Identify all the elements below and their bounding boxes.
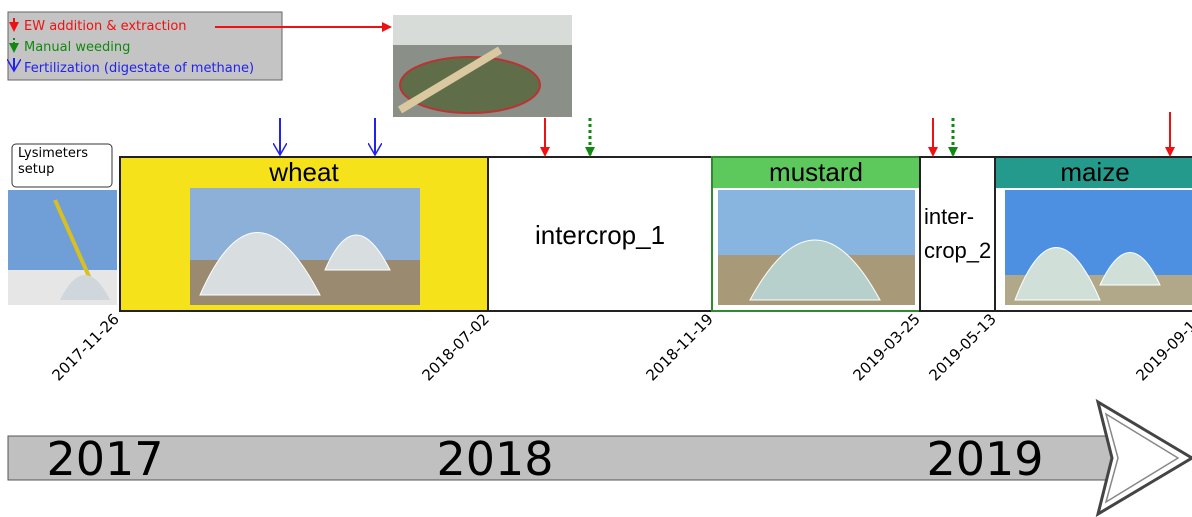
time-arrow-head — [1095, 398, 1192, 517]
phase-header — [996, 158, 1192, 188]
year-label: 2019 — [926, 432, 1043, 486]
photo-maize — [1005, 190, 1192, 305]
legend-label: Manual weeding — [24, 40, 130, 55]
phase-label: mustard — [769, 157, 863, 187]
setup-box — [11, 143, 113, 188]
phase-label: inter- — [924, 204, 974, 229]
phase-label: intercrop_1 — [535, 220, 665, 250]
phase-header — [713, 158, 919, 188]
phase-intercrop-1 — [487, 156, 713, 312]
photo-mustard — [718, 190, 915, 305]
phase-label: wheat — [268, 157, 339, 187]
phase-label: maize — [1060, 157, 1129, 187]
legend-label: EW addition & extraction — [24, 19, 187, 34]
setup-label-container: Lysimeters setup — [18, 146, 89, 177]
photo-setup — [8, 190, 117, 305]
year-label: 2018 — [436, 432, 553, 486]
date-label: 2018-07-02 — [418, 310, 492, 384]
time-arrow-inner — [1104, 412, 1180, 504]
year-label: 2017 — [46, 432, 163, 486]
photo-wheat — [190, 188, 420, 305]
setup-label: Lysimeters setup — [18, 146, 89, 177]
legend-label: Fertilization (digestate of methane) — [24, 61, 254, 76]
phase-intercrop-2 — [919, 156, 996, 312]
legend-box — [7, 11, 283, 81]
date-label: 2019-05-13 — [925, 310, 999, 384]
phase-label: crop_2 — [924, 238, 991, 263]
date-label: 2019-03-25 — [849, 310, 923, 384]
date-label: 2019-09-16 — [1132, 310, 1192, 384]
date-label: 2017-11-26 — [48, 310, 122, 384]
date-label: 2018-11-19 — [642, 310, 716, 384]
photo-ew — [393, 15, 572, 117]
time-bar — [7, 435, 1114, 481]
